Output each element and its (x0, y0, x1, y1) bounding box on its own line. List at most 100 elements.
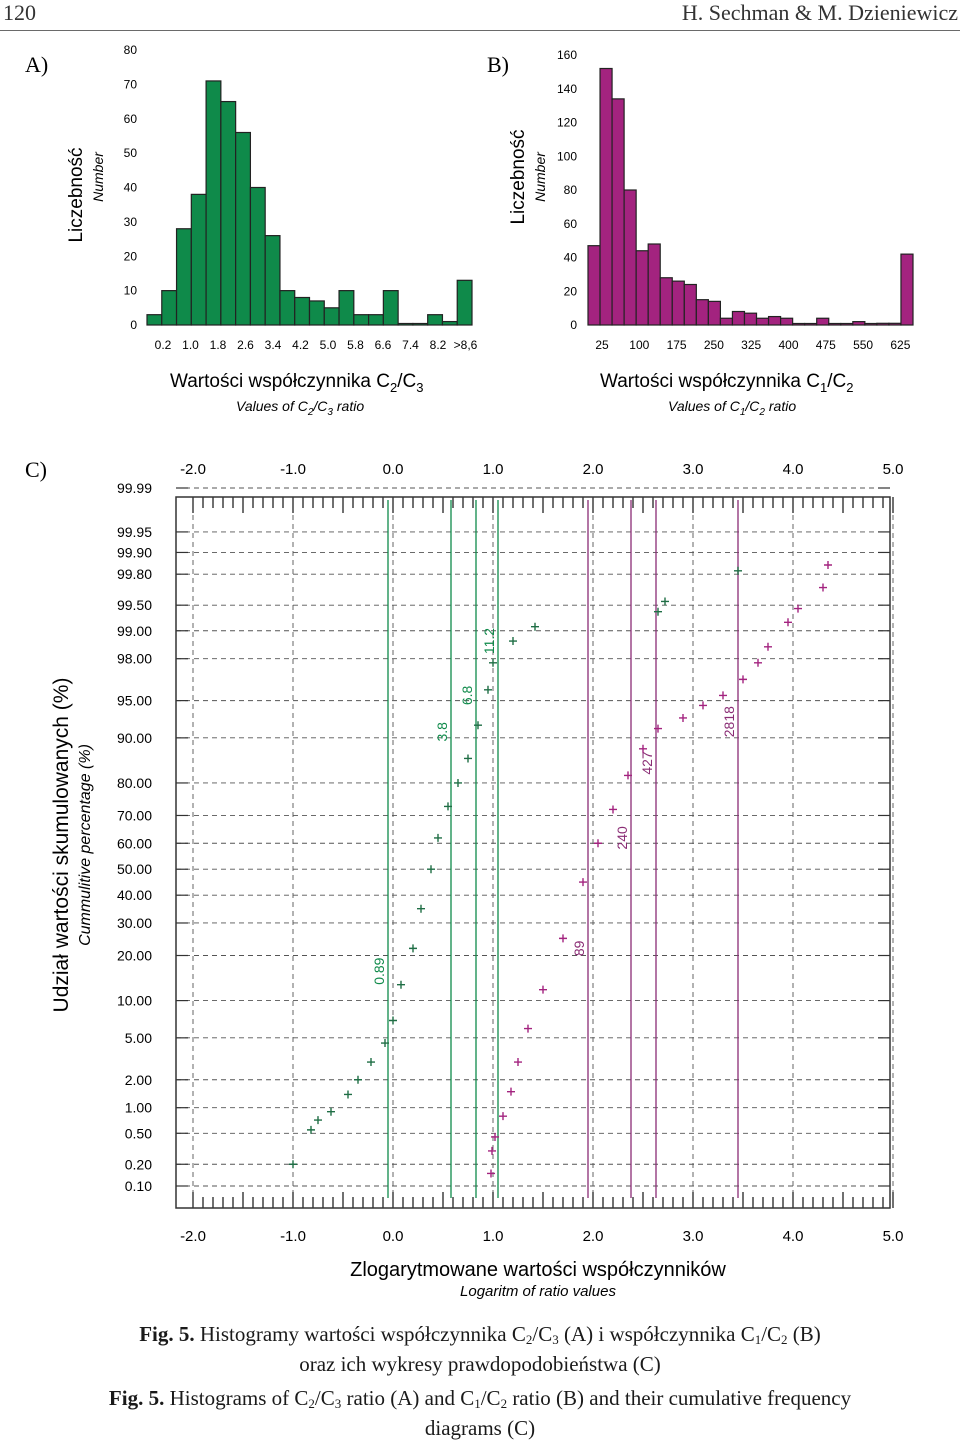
figure-canvas: A) B) C) 0 10 20 30 40 50 60 70 80 0.2 1.0 1.8 2.6 3.… (25, 43, 914, 1300)
histogram-b-bar (792, 322, 806, 326)
probability-plot-xtick-label-bottom: 1.0 (483, 1228, 504, 1245)
probability-plot-xtick-label-top: 4.0 (783, 461, 804, 478)
histogram-a-xtick-label: 2.6 (237, 338, 254, 352)
probability-plot-ylabel-en: Cummulitive percentage (%) (77, 744, 94, 946)
caption-pl-prefix: Fig. 5. (139, 1322, 195, 1346)
histogram-b-bar (876, 322, 890, 326)
probability-plot-xlabel: Zlogarytmowane wartości współczynników (350, 1259, 726, 1281)
probability-plot-point (389, 1016, 397, 1025)
histogram-a-bar (235, 131, 252, 326)
histogram-b-xtick-label: 400 (778, 338, 798, 352)
histogram-a: 0 10 20 30 40 50 60 70 80 0.2 1.0 1.8 2.6 3.4 4.2 5.0 5.… (66, 43, 478, 418)
histogram-b-ytick-label: 140 (557, 82, 577, 96)
caption-en-line2: diagrams (C) (424, 1416, 536, 1440)
probability-plot-point (491, 1132, 499, 1141)
probability-plot-ytick-label: 0.20 (125, 1156, 152, 1172)
histogram-b-ylabel-en: Number (532, 151, 548, 202)
caption-pl-line1: Histogramy wartości współczynnika C2/C3 … (199, 1322, 821, 1347)
probability-plot-point (417, 904, 425, 913)
histogram-b-xtick-label: 25 (595, 338, 609, 352)
probability-plot-ytick-label: 20.00 (117, 948, 152, 964)
histogram-b-bar (816, 317, 830, 326)
probability-plot-xtick-label-bottom: 0.0 (383, 1228, 404, 1245)
histogram-b-ytick-label: 20 (564, 284, 578, 298)
probability-plot-xtick-label-top: 2.0 (583, 461, 604, 478)
probability-plot-xtick-label-bottom: 2.0 (583, 1228, 604, 1245)
probability-plot-reference-label: 0.89 (371, 957, 387, 984)
histogram-a-xtick-label: 1.8 (210, 338, 227, 352)
probability-plot-point (639, 744, 647, 753)
probability-plot-ytick-label: 99.90 (117, 544, 152, 560)
probability-plot-point (444, 802, 452, 811)
probability-plot-points (289, 561, 832, 1178)
probability-plot-ylabel: Udział wartości skumulowanych (%) (50, 678, 73, 1013)
probability-plot-vertical-lines: 0.89 3.8 6.8 11.2 89 240 427 2818 (371, 500, 739, 1198)
probability-plot-point (754, 658, 762, 667)
histogram-a-xtick-label: 1.0 (182, 338, 199, 352)
histogram-a-bar (456, 279, 473, 326)
histogram-a-bar (338, 290, 355, 326)
histogram-b-bar (755, 317, 770, 326)
histogram-b-bar (647, 243, 661, 326)
histogram-a-xtick-label: 6.6 (375, 338, 392, 352)
histogram-b-ytick-label: 80 (564, 183, 578, 197)
probability-plot-point (594, 839, 602, 848)
histogram-b-ytick-label: 0 (570, 318, 577, 332)
caption-en: Fig. 5. Histograms of C2/C3 ratio (A) an… (0, 1386, 960, 1440)
probability-plot-xtick-label-bottom: 3.0 (683, 1228, 704, 1245)
probability-plot-ytick-label: 40.00 (117, 887, 152, 903)
histogram-b-xtick-label: 550 (853, 338, 873, 352)
probability-plot-ytick-label: 98.00 (117, 651, 152, 667)
probability-plot-point (381, 1039, 389, 1048)
probability-plot-point (367, 1058, 375, 1067)
probability-plot-ytick-label: 50.00 (117, 861, 152, 877)
histogram-a-xtick-label: 5.0 (320, 338, 337, 352)
histogram-b-bar (695, 299, 709, 326)
histogram-b-bar (840, 322, 854, 326)
histogram-b-xtick-label: 175 (667, 338, 687, 352)
probability-plot-point (488, 1146, 496, 1155)
histogram-b-bar (888, 322, 902, 326)
probability-plot-point (719, 691, 727, 700)
probability-plot-xtick-label-bottom: -1.0 (280, 1228, 306, 1245)
histogram-a-ytick-label: 70 (124, 77, 138, 91)
probability-plot-point (314, 1116, 322, 1125)
histogram-b-xtick-label: 625 (890, 338, 910, 352)
histogram-b-bar (611, 98, 625, 326)
histogram-a-bar (353, 314, 370, 326)
probability-plot-point (531, 622, 539, 631)
probability-plot-xtick-label-top: 3.0 (683, 461, 704, 478)
histogram-b-ytick-label: 120 (557, 116, 577, 130)
histogram-a-bar (190, 193, 207, 326)
histogram-a-ylabel: Liczebność (66, 147, 87, 242)
histogram-a-bar (323, 307, 340, 326)
caption-pl: Fig. 5. Histogramy wartości współczynnik… (0, 1322, 960, 1376)
probability-plot-point (654, 724, 662, 733)
histogram-b-ytick-label: 160 (557, 48, 577, 62)
histogram-b-bar (683, 283, 697, 326)
histogram-b-axes: 0 20 40 60 80 100 120 140 160 25 100 175 250 325 400 47… (557, 48, 913, 352)
histogram-b-bar (804, 322, 818, 326)
probability-plot-ytick-label: 0.10 (125, 1178, 152, 1194)
histogram-a-bar (249, 186, 266, 326)
histogram-a-bars (146, 80, 473, 326)
histogram-a-bar (441, 320, 458, 326)
histogram-a-xtick-label: 8.2 (430, 338, 447, 352)
histogram-a-bar (397, 322, 414, 326)
histogram-b-ytick-label: 60 (564, 217, 578, 231)
probability-plot-point (539, 985, 547, 994)
histogram-b-bar (900, 253, 914, 326)
histogram-b-bar (731, 310, 746, 326)
probability-plot-reference-label: 89 (571, 940, 587, 956)
histogram-a-ytick-label: 20 (124, 249, 138, 263)
histogram-b-bar (659, 277, 673, 326)
histogram-a-xtick-label: 5.8 (347, 338, 364, 352)
histogram-a-ytick-label: 40 (124, 181, 138, 195)
probability-plot-xtick-label-top: -1.0 (280, 461, 306, 478)
probability-plot-point (794, 604, 802, 613)
probability-plot-ytick-label: 30.00 (117, 915, 152, 931)
probability-plot-point (489, 658, 497, 667)
probability-plot-point (679, 713, 687, 722)
caption-pl-line2: oraz ich wykresy prawdopodobieństwa (C) (299, 1352, 661, 1376)
probability-plot-point (624, 771, 632, 780)
